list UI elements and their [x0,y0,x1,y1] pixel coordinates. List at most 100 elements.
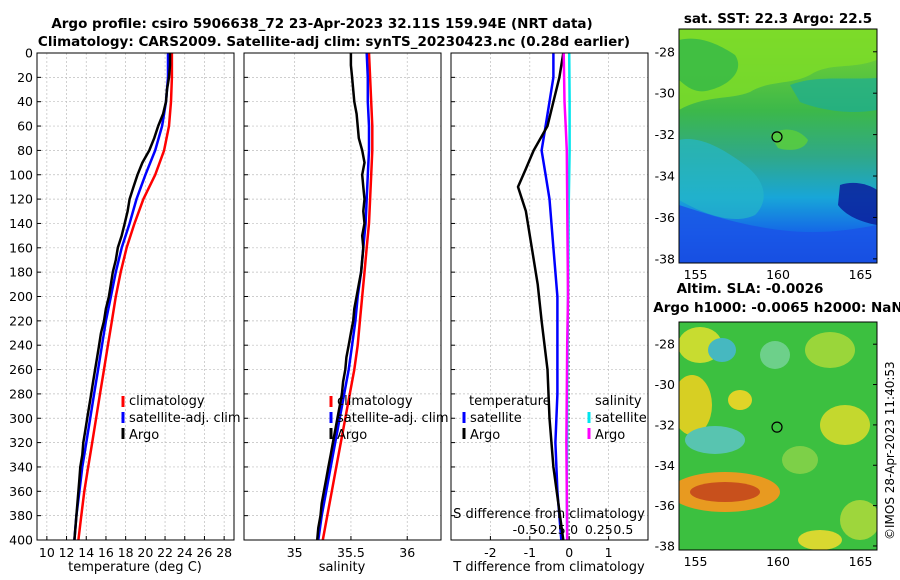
sst-green-patch [679,38,739,92]
depth-tick-label: 20 [17,70,33,85]
temperature-series-satellite-adj-clim [73,53,170,540]
sla-map-title-line1: Altim. SLA: -0.0026 [677,281,824,297]
sla-map-title-line2: Argo h1000: -0.0065 h2000: NaN [653,300,900,316]
map-lat-tick-label: -38 [655,251,675,266]
depth-tick-label: 240 [9,338,33,353]
temperature-series-argo [73,53,172,540]
sla-light-blob [782,446,818,474]
difference-xtick-label: -1 [524,545,536,560]
temperature-series-group [73,53,174,540]
sla-yellow-blob [679,375,712,435]
salinity-series-group [315,53,374,540]
legend-t-argo-label: Argo [470,428,500,443]
temperature-xlabel: temperature (deg C) [68,560,202,575]
temperature-xtick-label: 10 [39,545,55,560]
difference-xtick-label: -2 [484,545,496,560]
sla-yellow-blob [728,390,752,410]
s-difference-tick-label: 0.5 [613,522,633,537]
map-lat-tick-label: -36 [655,210,675,225]
sst-map-frame [678,28,878,264]
legend-s-argo-label: Argo [595,428,625,443]
sst-light-patch [770,129,808,150]
depth-tick-label: 260 [9,362,33,377]
s-difference-tick-label: -0.25 [533,522,565,537]
figure-title-line2: Climatology: CARS2009. Satellite-adj cli… [38,34,630,50]
legend-satellite-label: satellite-adj. clim [129,411,241,426]
map-lon-tick-label: 160 [766,554,790,569]
map-lat-tick-label: -30 [655,86,675,101]
depth-tick-label: 140 [9,216,33,231]
depth-tick-label: 0 [25,46,33,61]
difference-xlabel: T difference from climatology [452,560,645,575]
depth-tick-label: 300 [9,411,33,426]
depth-tick-label: 40 [17,94,33,109]
sst-argo-marker [771,131,783,143]
map-lat-tick-label: -38 [655,538,675,553]
temperature-xtick-label: 14 [78,545,94,560]
depth-tick-label: 280 [9,386,33,401]
salinity-xtick-label: 35 [287,545,303,560]
map-lat-tick-label: -34 [655,458,675,473]
sla-red-core [690,482,760,502]
sst-map-title: sat. SST: 22.3 Argo: 22.5 [684,11,872,27]
depth-tick-label: 340 [9,459,33,474]
sst-warm-region [679,29,877,110]
salinity-xlabel: salinity [319,560,366,575]
legend-satellite-label: satellite-adj. clim [337,411,449,426]
salinity-legend: climatology satellite-adj. clim Argo [329,394,449,443]
temperature-xtick-label: 24 [177,545,193,560]
sla-light-blob [760,341,790,369]
temperature-series-climatology [77,53,174,540]
salinity-xtick-label: 36 [399,545,415,560]
depth-tick-label: 220 [9,313,33,328]
map-lat-tick-label: -32 [655,127,675,142]
figure-title-line1: Argo profile: csiro 5906638_72 23-Apr-20… [51,16,592,32]
map-lat-tick-label: -28 [655,44,675,59]
salinity-xtick-label: 35.5 [337,545,365,560]
imos-timestamp: ©IMOS 28-Apr-2023 11:40:53 [883,361,897,540]
depth-tick-label: 200 [9,289,33,304]
legend-climatology-label: climatology [337,394,413,409]
sst-cold-region [679,205,877,263]
sst-map [679,29,877,263]
tick-layer: 10 12 14 16 18 20 22 24 26 2802040608010012014016… [9,46,633,561]
depth-tick-label: 320 [9,435,33,450]
map-lon-tick-label: 165 [849,554,873,569]
map-lat-tick-label: -34 [655,169,675,184]
legend-argo-label: Argo [337,428,367,443]
s-difference-tick-label: -0.5 [513,522,537,537]
temperature-legend: climatology satellite-adj. clim Argo [121,394,241,443]
depth-tick-label: 360 [9,484,33,499]
depth-tick-label: 160 [9,240,33,255]
map-lat-tick-label: -32 [655,417,675,432]
temperature-xtick-label: 12 [59,545,75,560]
s-difference-label: S difference from climatology [453,507,645,522]
s-difference-tick-label: 0.25 [585,522,613,537]
difference-series-t-argo [516,53,565,540]
s-difference-tick-label: 0 [570,522,578,537]
sst-dark-blue-patch [838,182,877,225]
difference-xtick-label: 1 [605,545,613,560]
difference-xtick-label: 0 [565,545,573,560]
temperature-xtick-label: 28 [216,545,232,560]
legend-t-satellite-label: satellite [470,411,522,426]
temperature-xtick-label: 22 [157,545,173,560]
difference-series-group [516,53,571,540]
sst-map-ticks: -28 -30 -32 -34 -36 -38 155 160 165 [655,44,877,282]
temperature-xtick-label: 18 [118,545,134,560]
sla-map-ticks: -28 -30 -32 -34 -36 -38 155 160 165 [655,337,877,569]
sla-map-frame [678,321,878,551]
sla-yellowgreen-blob [840,500,877,540]
map-lat-tick-label: -30 [655,377,675,392]
legend-salinity-head: salinity [595,394,642,409]
sla-teal-blob [685,426,745,454]
depth-tick-label: 80 [17,143,33,158]
series-layer [73,53,571,540]
temperature-xtick-label: 16 [98,545,114,560]
depth-tick-label: 180 [9,265,33,280]
map-lon-tick-label: 160 [766,267,790,282]
difference-series-s-argo [562,53,570,540]
depth-tick-label: 120 [9,192,33,207]
map-lon-tick-label: 155 [684,267,708,282]
depth-tick-label: 400 [9,533,33,548]
